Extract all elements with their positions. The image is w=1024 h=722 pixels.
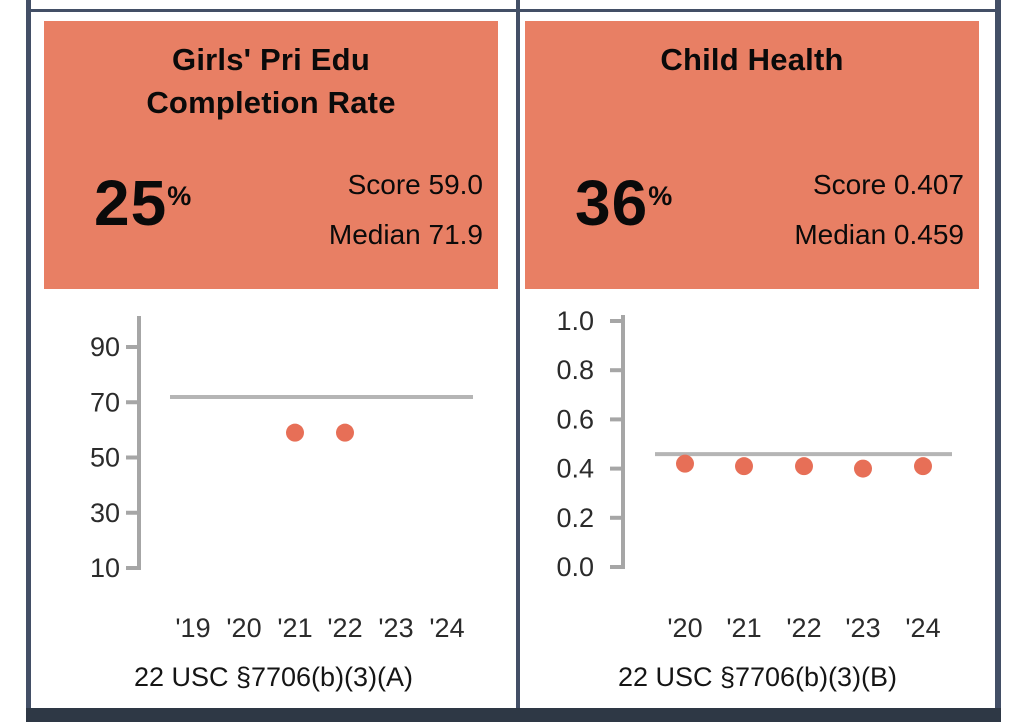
statute-citation: 22 USC §7706(b)(3)(A)	[133, 662, 414, 692]
y-tick-label: 50	[90, 443, 120, 473]
data-point	[854, 459, 872, 478]
y-tick-label: 0.6	[556, 404, 594, 434]
row-divider-bottom	[26, 708, 1001, 722]
median-value: Median 71.9	[328, 219, 483, 250]
card-title-line2: Completion Rate	[146, 85, 396, 120]
percent-score: 36%	[575, 171, 672, 235]
y-tick-label: 30	[90, 498, 120, 528]
x-tick-label: '23	[845, 613, 880, 643]
y-tick-label: 0.4	[556, 454, 594, 484]
y-tick-label: 10	[90, 553, 120, 583]
metric-card-girls-pri-edu: 90 70 50 30 10 '19 '20 '21 '22 '23 '24 Girls' Pri …	[31, 12, 516, 708]
table-border-right	[995, 0, 1001, 722]
score-median-stats: Score 59.0 Median 71.9	[329, 160, 483, 260]
score-median-stats: Score 0.407 Median 0.459	[794, 160, 964, 260]
data-point	[286, 423, 304, 442]
x-tick-label: '19	[175, 613, 210, 643]
metric-card-child-health: 1.0 0.8 0.6 0.4 0.2 0.0 '20 '21 '22 '23 '24 Child …	[520, 12, 995, 708]
data-point	[676, 454, 694, 473]
x-tick-label: '21	[726, 613, 761, 643]
y-tick-label: 0.2	[556, 503, 594, 533]
table-border-middle	[516, 0, 520, 722]
card-title: Child Health	[525, 21, 979, 81]
x-tick-label: '20	[226, 613, 261, 643]
x-tick-label: '22	[327, 613, 362, 643]
card-header: Child Health 36% Score 0.407 Median 0.45…	[525, 21, 979, 289]
x-tick-label: '23	[378, 613, 413, 643]
percent-sign: %	[648, 181, 673, 211]
percent-score: 25%	[94, 171, 191, 235]
x-tick-label: '21	[277, 613, 312, 643]
score-value: Score 59.0	[347, 169, 483, 200]
card-title: Girls' Pri Edu Completion Rate	[44, 21, 498, 124]
score-trend-chart: 1.0 0.8 0.6 0.4 0.2 0.0 '20 '21 '22 '23 '24	[556, 306, 952, 643]
data-point	[795, 457, 813, 476]
row-divider-top	[26, 8, 1001, 12]
card-title-line1: Child Health	[660, 42, 844, 77]
percent-score-value: 25	[94, 167, 168, 239]
y-tick-label: 0.0	[556, 552, 594, 582]
y-tick-label: 1.0	[556, 306, 594, 336]
data-point	[914, 457, 932, 476]
x-tick-label: '24	[905, 613, 940, 643]
data-point	[336, 423, 354, 442]
median-value: Median 0.459	[794, 219, 964, 250]
table-border-left	[26, 0, 31, 722]
card-header: Girls' Pri Edu Completion Rate 25% Score…	[44, 21, 498, 289]
statute-citation: 22 USC §7706(b)(3)(B)	[617, 662, 898, 692]
score-value: Score 0.407	[813, 169, 964, 200]
x-tick-label: '24	[429, 613, 464, 643]
score-trend-chart: 90 70 50 30 10 '19 '20 '21 '22 '23 '24	[90, 316, 473, 643]
percent-score-value: 36	[575, 167, 649, 239]
y-tick-label: 90	[90, 332, 120, 362]
y-tick-label: 70	[90, 387, 120, 417]
card-title-line1: Girls' Pri Edu	[172, 42, 370, 77]
x-tick-label: '22	[786, 613, 821, 643]
y-tick-label: 0.8	[556, 355, 594, 385]
percent-sign: %	[167, 181, 192, 211]
x-tick-label: '20	[667, 613, 702, 643]
data-point	[735, 457, 753, 476]
